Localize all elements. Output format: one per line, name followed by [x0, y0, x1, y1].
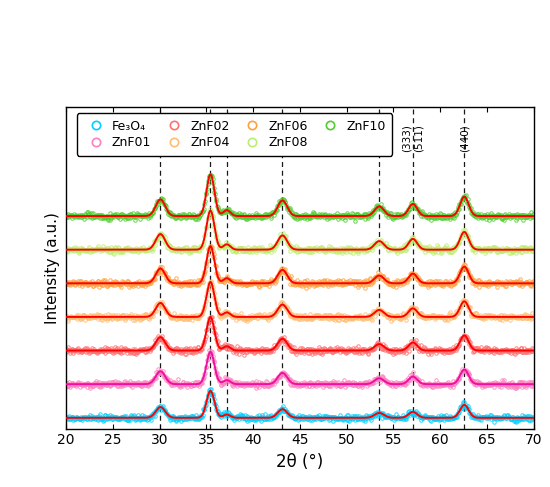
- Y-axis label: Intensity (a.u.): Intensity (a.u.): [46, 212, 60, 324]
- Legend: Fe₃O₄, ZnF01, ZnF02, ZnF04, ZnF06, ZnF08, ZnF10: Fe₃O₄, ZnF01, ZnF02, ZnF04, ZnF06, ZnF08…: [77, 113, 392, 156]
- Text: (400): (400): [277, 124, 288, 151]
- Text: (311): (311): [206, 115, 216, 144]
- X-axis label: 2θ (°): 2θ (°): [276, 453, 323, 471]
- Text: (422): (422): [374, 124, 384, 151]
- Text: (333)
(511): (333) (511): [402, 124, 424, 151]
- Text: (440): (440): [459, 124, 469, 151]
- Text: (222): (222): [222, 124, 232, 151]
- Text: (220): (220): [156, 124, 166, 151]
